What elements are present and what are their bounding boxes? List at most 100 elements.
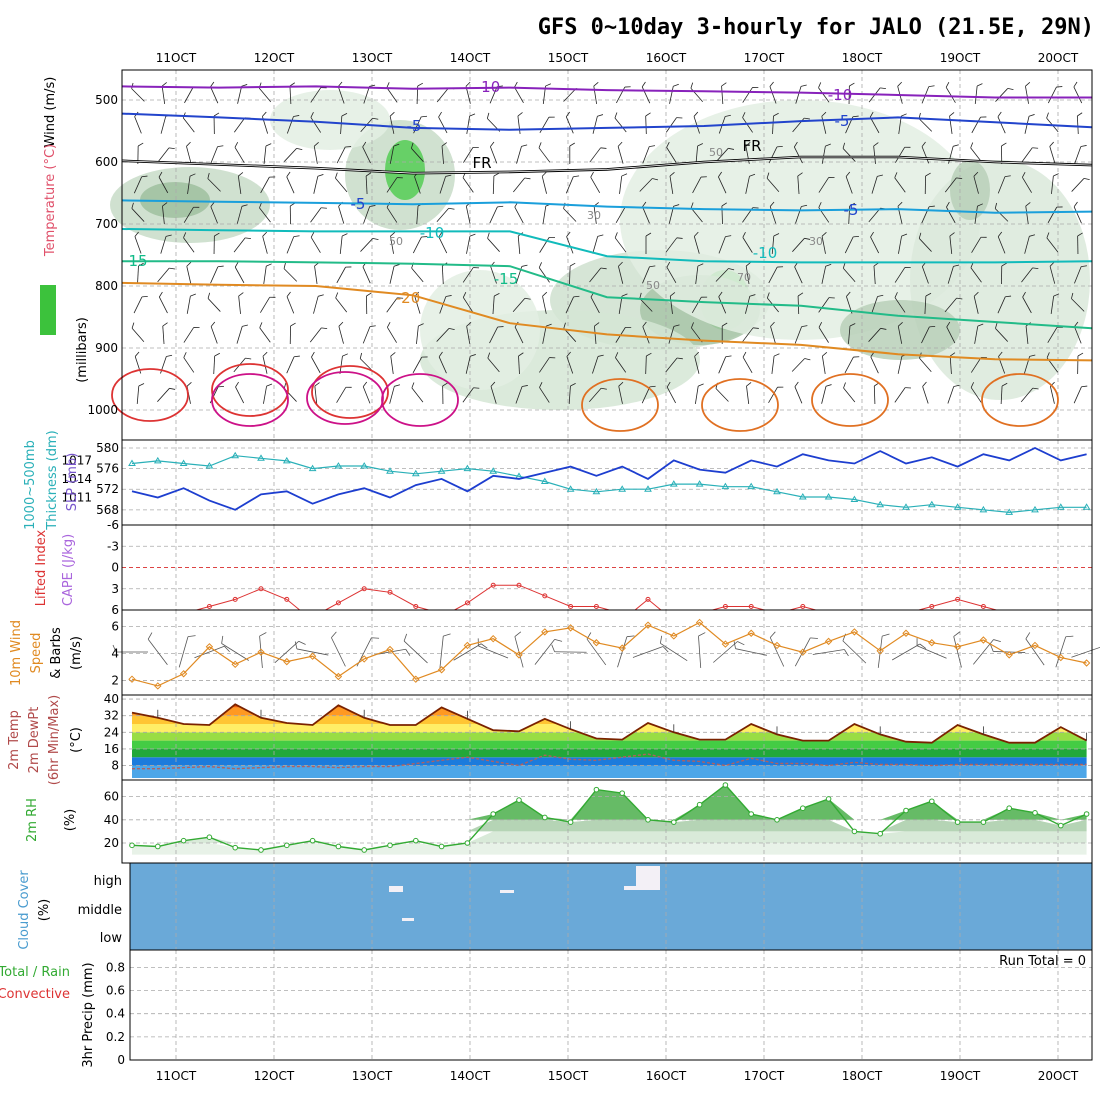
wind-barb-shaft (666, 267, 677, 283)
wind-barb-shaft (970, 267, 982, 283)
wind-barb (339, 233, 348, 254)
wind-barb (234, 261, 245, 284)
wind-barb-shaft (818, 87, 830, 103)
cloud-y-label: Cloud Cover (17, 870, 32, 950)
wind-barb-flag (652, 178, 659, 181)
wind-barb-shaft (210, 86, 219, 104)
wind-barb-flag (980, 236, 987, 238)
wind-barb (947, 264, 960, 284)
wind-barb-flag (825, 263, 832, 267)
x-tick-bottom: 15OCT (548, 1069, 589, 1083)
wind-barb-shaft (949, 236, 953, 254)
wind-barb-flag (487, 232, 490, 239)
wind-barb-shaft (362, 386, 371, 404)
wind-barb-shaft (795, 86, 802, 104)
wind-barb-shaft (1074, 146, 1082, 164)
wind-barb-flag (745, 262, 751, 267)
wind-barb-shaft (868, 207, 881, 223)
wind-barb-shaft (691, 297, 702, 313)
wind-barb-flag (494, 293, 500, 297)
precip-label-convective: Convective (0, 987, 70, 1002)
wind-barb-flag (438, 231, 443, 238)
wind-barb-flag (922, 381, 927, 387)
surface-wind-barb-flag (737, 641, 745, 646)
wind-barb-shaft (387, 327, 397, 343)
wind-barb (898, 113, 907, 134)
wind-barb-flag (269, 296, 276, 298)
lifted-index-line (712, 606, 765, 611)
rh-marker (490, 811, 497, 817)
wind-barb (466, 322, 472, 344)
wind-barb-flag (337, 81, 343, 87)
wind-barb-shaft (845, 176, 853, 194)
wind-barb-flag (752, 207, 759, 209)
wind-barb-shaft (946, 326, 956, 344)
temp-tick-label: 32 (104, 709, 119, 723)
surface-wind-barb-shaft (534, 639, 555, 665)
wind-barb-flag (721, 82, 727, 87)
wind-barb-shaft (873, 265, 876, 285)
contour-label: -5 (407, 117, 422, 135)
wind-barb (898, 233, 908, 254)
wind-barb-shaft (869, 116, 880, 134)
wind-barb-flag (545, 323, 552, 327)
wind-barb (971, 236, 987, 253)
temp-band (132, 757, 1087, 766)
thickness-marker (798, 492, 807, 500)
precip-tick-label: 0.8 (106, 960, 125, 974)
wind-barb (944, 177, 963, 193)
wind-barb-flag (259, 322, 263, 328)
wind-barb (794, 325, 808, 344)
cloud-cover-gap (636, 866, 660, 890)
wind-barb-shaft (413, 116, 422, 134)
wind-barb (995, 322, 1009, 342)
wind-barb (615, 352, 627, 373)
x-tick-bottom: 12OCT (254, 1069, 295, 1083)
wind-barb (183, 206, 200, 223)
wind-barb (766, 172, 780, 193)
wind-barb (412, 356, 428, 374)
wind-barb (592, 114, 604, 134)
wind-speed-marker (902, 629, 910, 637)
surface-wind-barb-shaft (698, 636, 702, 668)
wind-barb (997, 231, 1006, 254)
wind-barb-flag (1022, 291, 1026, 298)
wind-barb-flag (542, 291, 548, 297)
wind-barb-flag (266, 263, 272, 267)
lifted-index-marker (593, 603, 599, 609)
surface-wind-barb-shaft (221, 643, 249, 661)
wind-barb-flag (694, 231, 699, 237)
wind-barb-shaft (897, 356, 903, 374)
thickness-marker (669, 480, 678, 487)
wind-barb-shaft (386, 87, 398, 103)
wind-barb (614, 232, 627, 253)
wind-barb-flag (1032, 147, 1039, 149)
wind-barb-flag (1073, 201, 1078, 208)
wind-barb (466, 113, 476, 134)
precip-tick-label: 0 (117, 1053, 125, 1067)
rh-shade-band (132, 819, 1087, 832)
wind-barb (490, 381, 497, 404)
surface-wind-barb (916, 638, 947, 659)
wind-barb-flag (600, 267, 607, 270)
wind-barb-shaft (569, 265, 571, 285)
wind-barb-flag (411, 382, 415, 389)
cloud-tick-label: low (100, 931, 123, 946)
wind-barb-flag (897, 201, 903, 207)
wind-barb (313, 142, 319, 164)
cloud-cover-gap (389, 886, 403, 892)
wind-barb (365, 172, 372, 195)
wind-barb-shaft (945, 87, 956, 103)
wind-barb-shaft (1073, 86, 1083, 104)
wind-speed-marker (928, 639, 936, 647)
wind-barb-shaft (186, 296, 191, 314)
wind-barb-flag (639, 292, 642, 299)
wind-barb (792, 237, 811, 252)
surface-wind-barb (953, 631, 962, 668)
wind-barb-shaft (565, 176, 574, 194)
wind-barb (283, 148, 303, 162)
rh-tick-label: 20 (104, 836, 119, 850)
wind-barb-flag (752, 87, 759, 89)
wind-barb-flag (438, 111, 442, 118)
wind-barb-flag (207, 292, 211, 299)
